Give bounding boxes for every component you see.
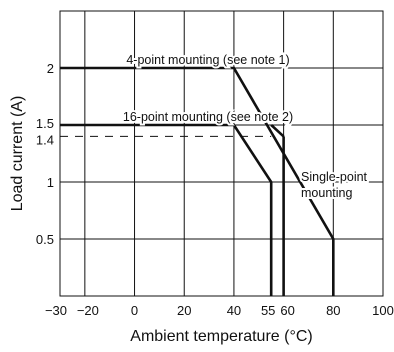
- annotation-label: mounting: [301, 186, 352, 200]
- x-tick-label: 55: [261, 303, 275, 318]
- annotations: 4-point mounting (see note 1) 16-point mo…: [121, 51, 370, 202]
- x-axis-title: Ambient temperature (°C): [130, 328, 312, 345]
- x-tick-label: 100: [372, 303, 394, 318]
- y-tick-label: 1.5: [36, 116, 54, 131]
- annotation-label: 4-point mounting (see note 1): [126, 53, 289, 67]
- tick-labels: −30 −20 0 20 40 55 60 80 100 0.5 1 1.41.5 2: [36, 61, 394, 318]
- plot-area-frame: [59, 10, 384, 297]
- x-tick-label: 20: [177, 303, 191, 318]
- series-line-16-point: [60, 123, 273, 296]
- x-tick-label: 80: [326, 303, 340, 318]
- x-tick-label: 40: [227, 303, 241, 318]
- x-tick-label: 60: [280, 303, 294, 318]
- y-axis-title: Load current (A): [9, 96, 26, 212]
- y-tick-label: 0.5: [36, 232, 54, 247]
- y-tick-label: 1: [47, 175, 54, 190]
- annotation-label: Single-point: [301, 170, 368, 184]
- y-tick-label: 1.4: [36, 132, 54, 147]
- y-tick-label: 2: [47, 61, 54, 76]
- series-line-single-point-slope: [270, 124, 285, 138]
- x-tick-label: −30: [45, 303, 67, 318]
- x-tick-label: −20: [77, 303, 99, 318]
- annotation-label: 16-point mounting (see note 2): [123, 110, 293, 124]
- series-layer: [60, 66, 335, 296]
- x-tick-label: 0: [131, 303, 138, 318]
